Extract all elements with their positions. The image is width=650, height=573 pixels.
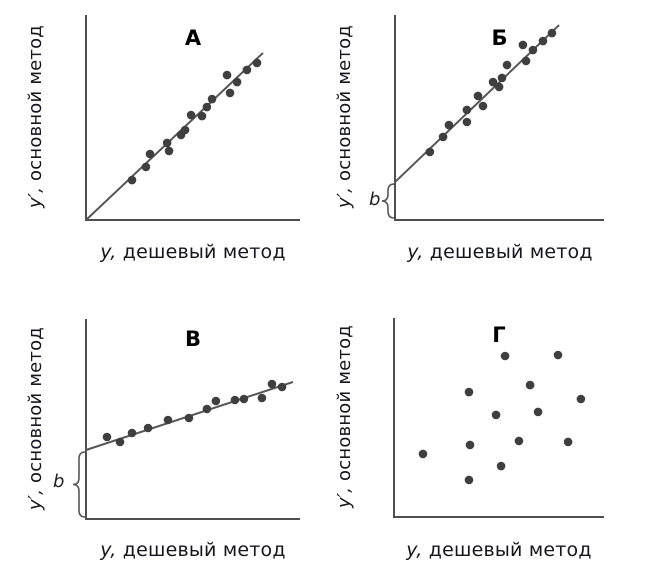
panel-g-title: Г <box>492 323 506 347</box>
plot-panel-b <box>381 15 604 221</box>
x-axis-label-panel-a: y, дешевый метод <box>100 241 286 263</box>
y-axis-label-panel-g: y′, основной метод <box>333 324 355 508</box>
plot-panel-v <box>72 319 300 520</box>
y-axis-label-panel-a: y′, основной метод <box>24 24 46 208</box>
panel-v-title: В <box>184 327 201 351</box>
plot-panel-g <box>393 318 604 518</box>
intercept-label-panel-b: b <box>369 189 381 210</box>
y-axis-label-panel-b: y′, основной метод <box>333 24 355 208</box>
x-axis-label-panel-v: y, дешевый метод <box>100 539 286 561</box>
panel-b-title: Б <box>491 26 508 50</box>
intercept-label-panel-v: b <box>53 471 65 492</box>
panel-a-title: А <box>184 26 202 50</box>
plot-panel-a <box>85 15 300 221</box>
x-axis-label-panel-b: y, дешевый метод <box>407 241 593 263</box>
y-axis-label-panel-v: y′, основной метод <box>24 326 46 510</box>
x-axis-label-panel-g: y, дешевый метод <box>406 539 592 561</box>
